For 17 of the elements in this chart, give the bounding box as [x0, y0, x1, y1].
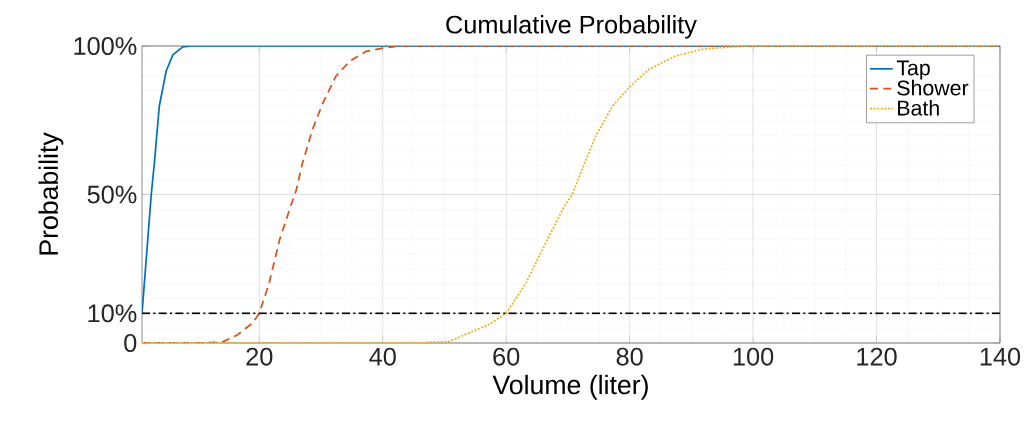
y-tick-label: 100%: [74, 37, 137, 55]
legend-label: Bath: [898, 99, 939, 116]
y-tick-label: 0: [124, 334, 137, 352]
x-tick-label: 20: [246, 347, 273, 366]
x-tick-label: 140: [980, 347, 1021, 366]
x-tick-label: 120: [857, 347, 897, 366]
x-tick-label: 80: [616, 347, 643, 366]
chart-title: Cumulative Probability: [446, 15, 697, 39]
x-tick-label: 40: [369, 347, 396, 366]
y-axis-title: Probability: [38, 132, 64, 255]
x-tick-label: 60: [493, 347, 520, 366]
legend-label: Shower: [897, 79, 969, 96]
x-tick-label: 100: [733, 347, 774, 366]
x-axis-title: Volume (liter): [492, 374, 648, 400]
y-tick-label: 50%: [87, 185, 137, 204]
legend-label: Tap: [896, 60, 930, 80]
y-tick-label: 10%: [88, 304, 137, 323]
